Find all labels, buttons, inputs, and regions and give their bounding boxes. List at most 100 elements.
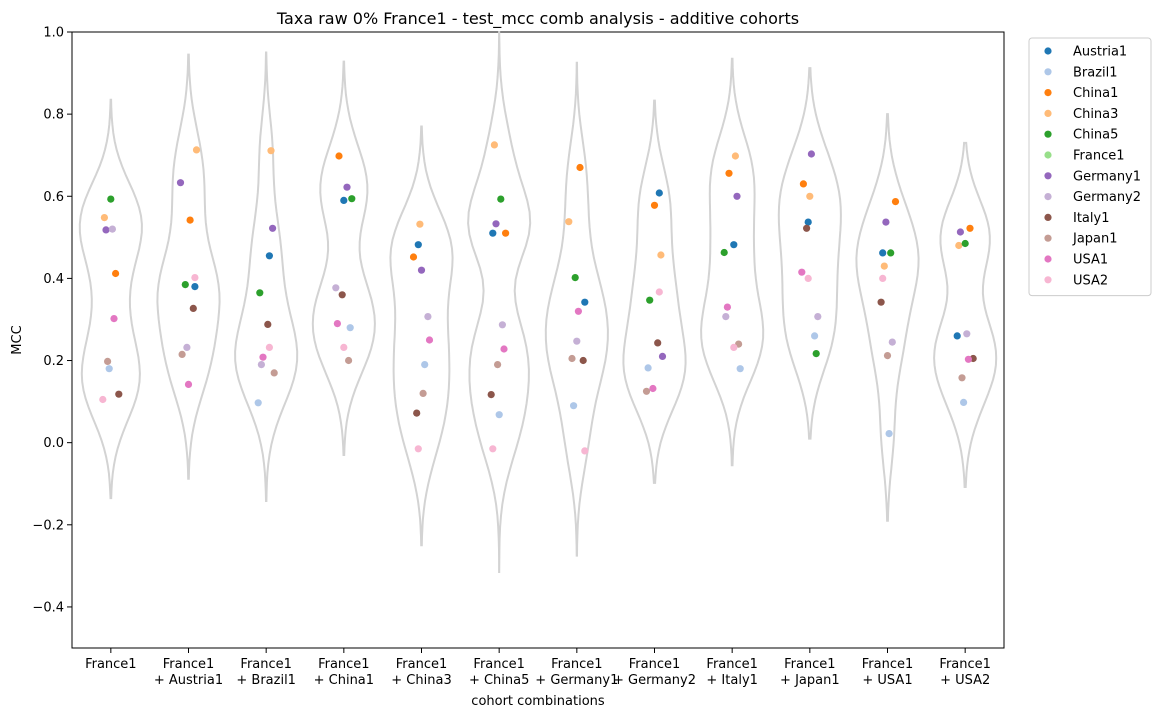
point-germany2-1 xyxy=(108,225,116,233)
point-china1-6 xyxy=(502,229,510,237)
legend-label-austria1: Austria1 xyxy=(1073,45,1127,60)
point-japan1-11 xyxy=(883,352,892,360)
point-usa1-6 xyxy=(500,345,508,353)
point-usa2-1 xyxy=(99,395,107,404)
point-italy1-3 xyxy=(264,320,272,328)
legend-marker-china5 xyxy=(1044,130,1052,138)
violin-10 xyxy=(777,67,842,440)
violin-2 xyxy=(156,53,221,480)
point-usa2-2 xyxy=(191,274,199,282)
legend-marker-usa1 xyxy=(1044,255,1052,263)
point-austria1-8 xyxy=(655,189,663,197)
violin-12 xyxy=(933,141,998,488)
point-japan1-3 xyxy=(270,369,278,377)
violin-3 xyxy=(234,51,299,502)
point-china5-11 xyxy=(887,249,895,257)
point-germany2-6 xyxy=(498,321,506,329)
legend-marker-france1 xyxy=(1044,151,1052,159)
legend-marker-austria1 xyxy=(1044,47,1052,55)
point-china1-2 xyxy=(186,216,194,224)
point-brazil1-7 xyxy=(570,402,578,410)
point-usa1-8 xyxy=(649,384,657,393)
y-tick-label: 0.0 xyxy=(43,436,64,451)
point-japan1-7 xyxy=(568,354,576,363)
point-austria1-4 xyxy=(340,196,348,204)
point-china3-7 xyxy=(565,218,573,226)
point-china5-3 xyxy=(256,289,264,297)
point-usa1-9 xyxy=(723,303,732,311)
violin-9 xyxy=(700,57,765,467)
y-tick-label: 0.4 xyxy=(43,272,64,287)
point-germany1-8 xyxy=(658,352,667,360)
violin-1 xyxy=(78,98,143,500)
legend-label-usa1: USA1 xyxy=(1073,253,1108,268)
point-usa2-5 xyxy=(414,445,422,453)
point-germany1-3 xyxy=(269,224,277,232)
point-china5-4 xyxy=(348,195,356,203)
y-tick-label: −0.2 xyxy=(32,518,64,533)
point-china3-9 xyxy=(731,152,740,160)
point-usa2-11 xyxy=(879,274,887,282)
point-germany1-12 xyxy=(956,228,965,236)
legend-marker-brazil1 xyxy=(1044,68,1052,76)
point-japan1-1 xyxy=(104,357,112,365)
point-austria1-6 xyxy=(489,229,497,237)
data-points xyxy=(99,141,977,455)
point-china1-9 xyxy=(725,169,733,177)
point-china3-5 xyxy=(416,220,424,228)
point-china3-8 xyxy=(657,251,665,259)
point-china5-6 xyxy=(497,195,505,203)
legend-label-germany2: Germany2 xyxy=(1073,190,1141,205)
point-germany1-9 xyxy=(733,192,741,200)
point-china5-8 xyxy=(646,296,654,304)
point-brazil1-11 xyxy=(885,430,893,438)
point-usa1-12 xyxy=(964,355,973,363)
point-japan1-8 xyxy=(642,387,651,395)
x-tick-label: + Japan1 xyxy=(780,673,840,688)
plot-area-frame xyxy=(71,31,1005,649)
x-tick-label: + Italy1 xyxy=(706,673,758,688)
point-china3-10 xyxy=(806,192,814,200)
point-brazil1-3 xyxy=(254,399,262,407)
point-brazil1-9 xyxy=(736,365,744,373)
point-brazil1-1 xyxy=(105,365,113,373)
point-china5-10 xyxy=(812,350,820,358)
point-germany2-2 xyxy=(183,343,191,351)
point-austria1-3 xyxy=(265,252,273,260)
point-germany2-10 xyxy=(814,313,822,321)
point-germany1-6 xyxy=(492,220,500,228)
x-tick-label: France1 xyxy=(551,657,603,672)
point-brazil1-6 xyxy=(495,411,503,419)
point-usa2-3 xyxy=(265,343,273,351)
point-italy1-10 xyxy=(803,224,811,232)
point-usa1-2 xyxy=(184,380,193,388)
legend-marker-china3 xyxy=(1044,109,1052,117)
x-tick-label: + Brazil1 xyxy=(236,673,296,688)
point-austria1-9 xyxy=(730,241,738,249)
legend-label-germany1: Germany1 xyxy=(1073,169,1141,184)
point-china3-3 xyxy=(267,147,275,155)
point-usa1-10 xyxy=(798,268,806,276)
y-tick-label: 0.8 xyxy=(43,108,64,123)
point-china1-8 xyxy=(650,201,659,209)
y-tick-label: 0.2 xyxy=(43,354,64,369)
x-tick-label: + Germany1 xyxy=(535,673,618,688)
point-italy1-6 xyxy=(487,391,495,399)
point-germany1-1 xyxy=(102,226,110,234)
point-china5-7 xyxy=(571,274,579,282)
x-tick-label: + Germany2 xyxy=(613,673,696,688)
legend-marker-usa2 xyxy=(1044,276,1052,284)
chart-title: Taxa raw 0% France1 - test_mcc comb anal… xyxy=(276,9,799,29)
legend-marker-italy1 xyxy=(1044,213,1052,221)
point-china1-4 xyxy=(335,152,343,160)
point-italy1-11 xyxy=(877,298,885,306)
point-usa2-6 xyxy=(489,445,497,453)
point-brazil1-12 xyxy=(960,398,968,406)
legend-label-china1: China1 xyxy=(1073,86,1118,101)
point-china5-12 xyxy=(961,239,969,248)
point-usa2-8 xyxy=(655,288,663,296)
x-tick-label: France1 xyxy=(85,657,137,672)
point-china5-2 xyxy=(181,281,189,289)
